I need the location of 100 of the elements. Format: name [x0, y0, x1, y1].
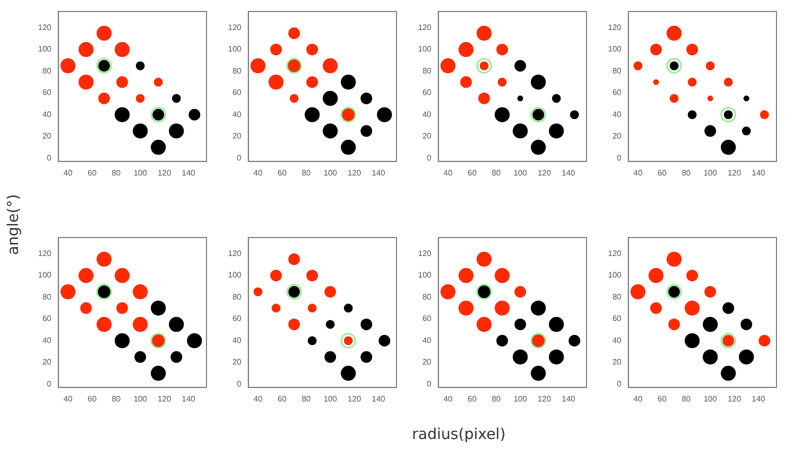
y-tick-label: 120 [608, 248, 622, 258]
y-tick-label: 20 [612, 358, 622, 367]
y-tick-label: 80 [232, 292, 242, 302]
y-tick-label: 20 [422, 358, 432, 367]
y-tick-label: 100 [418, 270, 432, 280]
x-tick-label: 120 [348, 394, 362, 404]
y-tick-label: 0 [236, 153, 242, 162]
x-tick-label: 80 [682, 394, 692, 404]
y-tick-label: 40 [42, 336, 52, 345]
x-tick-label: 60 [278, 168, 288, 178]
y-tick-label: 0 [426, 153, 432, 162]
y-tick-label: 20 [42, 358, 52, 367]
x-tick-label: 40 [444, 168, 453, 178]
x-tick-label: 140 [182, 168, 196, 178]
y-tick-label: 80 [422, 66, 432, 76]
x-tick-label: 120 [728, 394, 742, 404]
x-tick-label: 60 [88, 168, 98, 178]
y-tick-label: 120 [38, 248, 52, 258]
y-tick-label: 100 [228, 270, 242, 280]
y-tick-label: 20 [232, 358, 242, 367]
x-tick-label: 100 [324, 394, 338, 404]
x-tick-label: 120 [348, 168, 362, 178]
x-tick-label: 40 [64, 168, 73, 178]
x-tick-label: 80 [112, 168, 122, 178]
y-tick-label: 100 [608, 44, 622, 54]
y-tick-label: 80 [42, 292, 52, 302]
x-tick-label: 100 [514, 168, 528, 178]
x-tick-label: 140 [562, 168, 576, 178]
y-tick-label: 80 [232, 66, 242, 76]
y-tick-label: 0 [236, 379, 242, 388]
y-tick-label: 40 [612, 336, 622, 345]
x-tick-label: 80 [682, 168, 692, 178]
y-tick-label: 120 [418, 248, 432, 258]
y-tick-label: 80 [612, 66, 622, 76]
x-tick-label: 60 [88, 394, 98, 404]
x-tick-label: 100 [324, 168, 338, 178]
y-tick-label: 40 [232, 336, 242, 345]
y-tick-label: 60 [422, 314, 432, 324]
y-tick-label: 80 [612, 292, 622, 302]
x-axis-title: radius(pixel) [411, 425, 506, 443]
y-tick-label: 100 [608, 270, 622, 280]
x-tick-label: 140 [372, 168, 386, 178]
x-tick-label: 40 [444, 394, 453, 404]
y-tick-label: 60 [422, 88, 432, 98]
x-tick-label: 40 [634, 394, 643, 404]
x-tick-label: 100 [134, 168, 148, 178]
x-tick-label: 40 [64, 394, 73, 404]
y-tick-label: 80 [422, 292, 432, 302]
x-tick-label: 140 [752, 168, 766, 178]
y-tick-label: 20 [422, 132, 432, 141]
x-tick-label: 120 [538, 394, 552, 404]
x-tick-label: 120 [538, 168, 552, 178]
x-tick-label: 120 [728, 168, 742, 178]
x-tick-label: 80 [492, 168, 502, 178]
y-tick-label: 40 [42, 110, 52, 119]
y-tick-label: 100 [38, 44, 52, 54]
x-tick-label: 60 [658, 394, 668, 404]
y-tick-label: 40 [422, 336, 432, 345]
x-tick-label: 80 [112, 394, 122, 404]
x-tick-label: 140 [372, 394, 386, 404]
y-tick-label: 60 [232, 88, 242, 98]
y-axis-title: angle(°) [4, 194, 22, 255]
x-tick-label: 40 [634, 168, 643, 178]
x-tick-label: 80 [302, 168, 312, 178]
x-tick-label: 60 [278, 394, 288, 404]
y-tick-label: 20 [42, 132, 52, 141]
x-tick-label: 60 [658, 168, 668, 178]
y-tick-label: 80 [42, 66, 52, 76]
y-tick-label: 0 [616, 379, 622, 388]
x-tick-label: 80 [492, 394, 502, 404]
y-tick-label: 0 [426, 379, 432, 388]
y-tick-label: 40 [232, 110, 242, 119]
y-tick-label: 40 [422, 110, 432, 119]
y-tick-label: 120 [418, 22, 432, 32]
x-tick-label: 100 [134, 394, 148, 404]
y-tick-label: 60 [612, 314, 622, 324]
x-tick-label: 60 [468, 394, 478, 404]
y-tick-label: 100 [38, 270, 52, 280]
x-tick-label: 140 [562, 394, 576, 404]
y-tick-label: 120 [608, 22, 622, 32]
x-tick-label: 120 [158, 168, 172, 178]
x-tick-label: 100 [514, 394, 528, 404]
x-tick-label: 40 [254, 168, 263, 178]
y-tick-label: 40 [612, 110, 622, 119]
y-tick-label: 120 [228, 22, 242, 32]
x-tick-label: 60 [468, 168, 478, 178]
x-tick-label: 100 [704, 394, 718, 404]
x-tick-label: 80 [302, 394, 312, 404]
x-tick-label: 40 [254, 394, 263, 404]
x-tick-label: 140 [752, 394, 766, 404]
x-tick-label: 100 [704, 168, 718, 178]
y-tick-label: 100 [418, 44, 432, 54]
y-tick-label: 120 [228, 248, 242, 258]
x-tick-label: 120 [158, 394, 172, 404]
x-tick-label: 140 [182, 394, 196, 404]
y-tick-label: 60 [612, 88, 622, 98]
y-tick-label: 0 [616, 153, 622, 162]
y-tick-label: 20 [612, 132, 622, 141]
y-tick-label: 20 [232, 132, 242, 141]
y-tick-label: 0 [46, 379, 52, 388]
